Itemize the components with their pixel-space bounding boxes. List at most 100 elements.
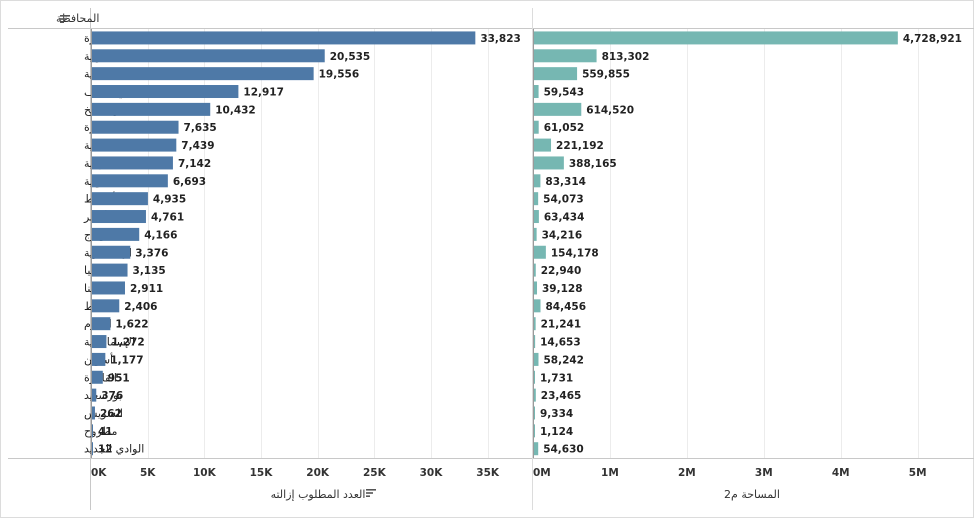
bar[interactable] (92, 174, 168, 188)
bar[interactable] (92, 67, 314, 81)
axis-sort-icon[interactable] (366, 489, 376, 497)
data-label: 58,242 (543, 354, 584, 366)
bar[interactable] (92, 102, 211, 116)
tick-label: 20K (306, 467, 330, 479)
data-label: 951 (108, 372, 130, 384)
bar[interactable] (92, 227, 140, 241)
bar[interactable] (92, 192, 148, 206)
sort-icon-line (60, 21, 64, 23)
bar[interactable] (534, 138, 552, 152)
data-label: 1,124 (540, 426, 573, 438)
category-label: الوادي الجديد (84, 443, 144, 456)
bar[interactable] (534, 352, 539, 366)
data-label: 1,177 (110, 354, 143, 366)
tick-label: 4M (832, 467, 850, 479)
data-label: 4,761 (151, 212, 184, 224)
bar[interactable] (92, 406, 95, 420)
sort-icon-line (60, 18, 67, 20)
data-label: 23,465 (541, 390, 582, 402)
bar[interactable] (92, 245, 131, 259)
data-label: 1,731 (540, 372, 573, 384)
data-label: 6,693 (173, 176, 206, 188)
bar[interactable] (92, 335, 107, 349)
tick-label: 5K (140, 467, 156, 479)
tick-label: 0K (91, 467, 107, 479)
data-label: 388,165 (569, 158, 617, 170)
bar[interactable] (534, 85, 539, 99)
bar[interactable] (534, 174, 541, 188)
category-label: قنا (84, 282, 96, 295)
bar[interactable] (92, 281, 125, 295)
sort-icon-line (366, 492, 373, 494)
data-label: 54,073 (543, 194, 584, 206)
data-label: 4,935 (153, 194, 186, 206)
tick-label: 35K (476, 467, 500, 479)
bar[interactable] (92, 49, 325, 63)
tick-label: 1M (601, 467, 619, 479)
data-label: 12,917 (243, 87, 284, 99)
bar[interactable] (92, 138, 177, 152)
bar[interactable] (534, 370, 535, 384)
data-label: 63,434 (544, 212, 585, 224)
bar[interactable] (534, 335, 536, 349)
tick-label: 0M (533, 467, 551, 479)
data-label: 7,439 (181, 140, 214, 152)
bar[interactable] (92, 424, 93, 438)
bar[interactable] (534, 317, 536, 331)
bar[interactable] (534, 245, 546, 259)
sort-icon-line (60, 15, 70, 17)
data-label: 1,272 (111, 337, 144, 349)
bar[interactable] (534, 156, 564, 170)
bar[interactable] (534, 192, 539, 206)
bar[interactable] (92, 31, 476, 45)
bar[interactable] (92, 210, 146, 224)
bar[interactable] (534, 227, 537, 241)
data-label: 34,216 (542, 229, 583, 241)
bar[interactable] (92, 370, 103, 384)
bar[interactable] (92, 442, 93, 456)
data-label: 154,178 (551, 247, 599, 259)
data-label: 22,940 (541, 265, 582, 277)
bar[interactable] (534, 281, 538, 295)
bar[interactable] (92, 352, 106, 366)
row-header-sort-icon[interactable] (60, 15, 70, 23)
bar[interactable] (534, 49, 597, 63)
data-label: 20,535 (330, 51, 371, 63)
data-label: 3,135 (133, 265, 166, 277)
bar[interactable] (92, 317, 111, 331)
bar[interactable] (534, 299, 541, 313)
bar[interactable] (534, 120, 539, 134)
data-label: 2,406 (124, 301, 157, 313)
data-label: 84,456 (545, 301, 586, 313)
axis-title: المساحة م2 (724, 488, 780, 501)
bar[interactable] (534, 263, 536, 277)
data-label: 33,823 (480, 33, 521, 45)
data-label: 559,855 (582, 69, 630, 81)
data-label: 376 (101, 390, 123, 402)
tick-label: 5M (909, 467, 927, 479)
data-label: 61,052 (544, 122, 585, 134)
data-label: 4,728,921 (903, 33, 962, 45)
data-label: 54,630 (543, 444, 584, 456)
bar[interactable] (534, 210, 539, 224)
data-label: 7,142 (178, 158, 211, 170)
bar[interactable] (92, 85, 239, 99)
bar[interactable] (534, 31, 898, 45)
data-label: 4,166 (144, 229, 177, 241)
bar[interactable] (92, 388, 97, 402)
bar[interactable] (534, 388, 536, 402)
data-label: 262 (100, 408, 122, 420)
bar[interactable] (534, 102, 582, 116)
bar[interactable] (534, 406, 535, 420)
data-label: 41 (98, 426, 113, 438)
bar[interactable] (534, 442, 539, 456)
bar[interactable] (92, 299, 120, 313)
bar[interactable] (92, 120, 179, 134)
bar[interactable] (534, 424, 535, 438)
bar[interactable] (92, 263, 128, 277)
bar[interactable] (534, 67, 578, 81)
data-label: 10,432 (215, 104, 256, 116)
tick-label: 10K (193, 467, 217, 479)
bar[interactable] (92, 156, 173, 170)
